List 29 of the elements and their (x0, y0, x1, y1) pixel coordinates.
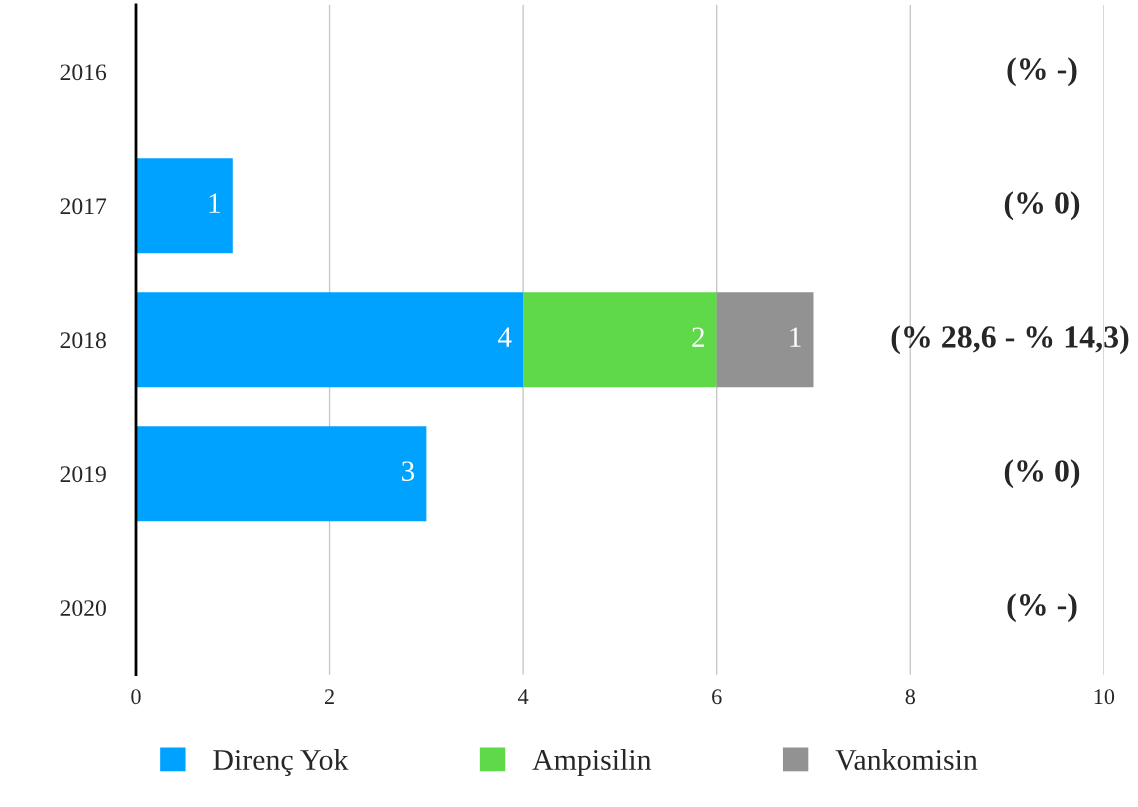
bar (135, 426, 427, 522)
data-label: 1 (209, 193, 220, 213)
y-tick-label: 2018 (60, 332, 106, 349)
y-tick-label: 2017 (60, 198, 107, 215)
bar (135, 158, 233, 254)
x-tick-label: 2 (324, 689, 334, 704)
y-tick-label: 2019 (60, 466, 106, 483)
x-tick-label: 10 (1094, 689, 1115, 705)
annotation: (% 0) (1004, 191, 1080, 221)
legend-label: Direnç Yok (213, 749, 349, 777)
data-label: 1 (790, 327, 801, 347)
legend-label: Ampisilin (532, 749, 652, 777)
annotation: (% -) (1007, 593, 1077, 623)
bar (135, 292, 524, 388)
data-label: 2 (692, 327, 704, 347)
x-tick-label: 4 (518, 689, 529, 704)
annotation: (% 28,6 - % 14,3) (891, 325, 1129, 355)
annotation: (% -) (1007, 57, 1077, 87)
x-tick-label: 6 (712, 689, 722, 705)
bar (716, 292, 814, 388)
x-tick-label: 0 (131, 689, 141, 705)
x-tick-label: 8 (905, 689, 915, 705)
legend-label: Vankomisin (835, 749, 978, 771)
y-tick-label: 2020 (60, 600, 106, 617)
bar (523, 292, 717, 388)
data-label: 4 (498, 327, 512, 347)
data-label: 3 (402, 461, 415, 482)
annotation: (% 0) (1004, 459, 1080, 489)
y-tick-label: 2016 (60, 64, 107, 81)
